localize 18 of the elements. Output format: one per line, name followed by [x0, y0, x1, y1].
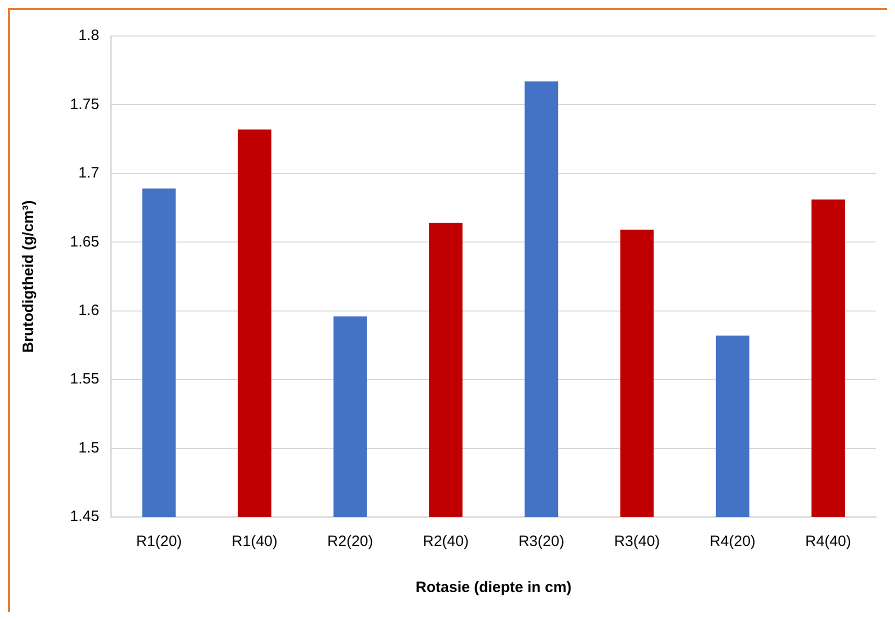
x-tick-label: R2(40) — [422, 533, 469, 550]
x-tick-label: R1(40) — [232, 533, 278, 550]
x-tick-label: R3(20) — [518, 533, 564, 550]
y-tick-label: 1.65 — [70, 233, 100, 250]
y-axis-title: Brutodigtheid (g/cm³) — [20, 200, 38, 353]
x-tick-label: R4(20) — [710, 533, 756, 550]
y-tick-label: 1.8 — [78, 27, 100, 44]
y-tick-label: 1.45 — [70, 508, 100, 526]
y-tick-label: 1.75 — [70, 96, 100, 113]
x-tick-label: R2(20) — [327, 533, 374, 550]
y-tick-label: 1.5 — [78, 439, 100, 456]
y-tick-label: 1.55 — [70, 370, 100, 388]
x-tick-label: R1(20) — [136, 533, 182, 550]
x-axis-title: Rotasie (diepte in cm) — [416, 579, 572, 596]
x-tick-label: R3(40) — [614, 533, 660, 550]
y-tick-label: 1.7 — [78, 164, 100, 182]
y-tick-label: 1.6 — [78, 302, 100, 319]
x-tick-label: R4(40) — [805, 533, 852, 550]
